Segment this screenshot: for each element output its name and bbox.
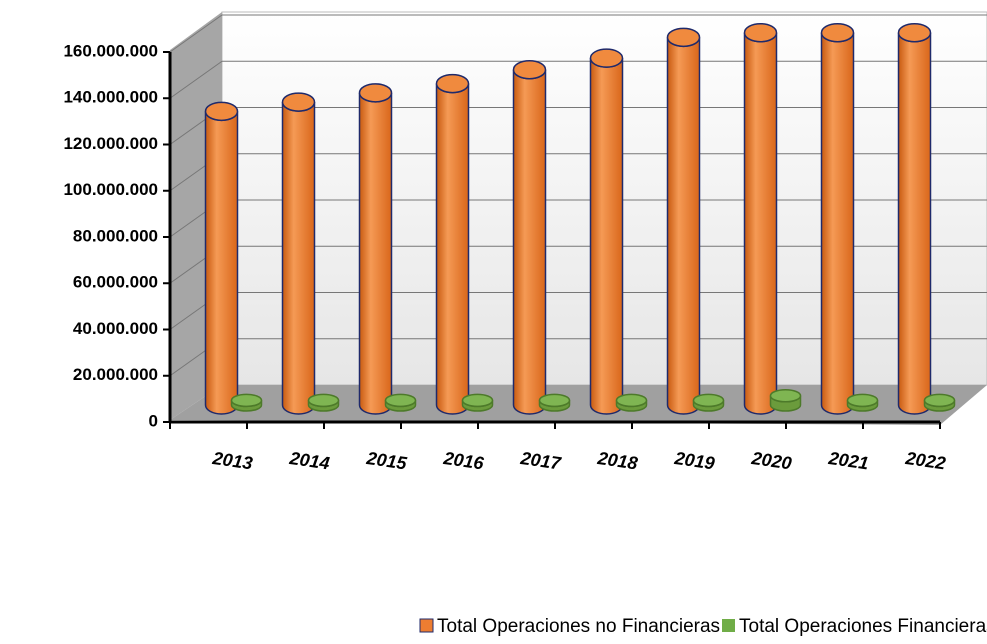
- bar-top: [692, 393, 725, 408]
- grid-line-side: [169, 14, 223, 53]
- x-tick-label: 2018: [595, 448, 638, 474]
- y-tick-label: 40.000.000: [73, 319, 158, 338]
- bar: [743, 32, 778, 415]
- bar-top: [281, 92, 316, 112]
- bar-top: [666, 27, 701, 48]
- bar-top: [307, 393, 340, 408]
- legend-swatch: [722, 619, 735, 632]
- x-tick-label: 2016: [441, 448, 485, 474]
- bar: [820, 32, 855, 415]
- bar-top: [923, 393, 956, 408]
- bar: [897, 32, 932, 415]
- y-tick-label: 0: [149, 411, 158, 430]
- x-tick-label: 2022: [903, 448, 946, 474]
- bar-top: [615, 393, 648, 408]
- bar-top: [204, 101, 239, 122]
- bar-top: [461, 393, 494, 408]
- y-tick-label: 160.000.000: [63, 41, 158, 60]
- bar: [512, 69, 547, 415]
- bar-top: [435, 73, 470, 94]
- bar-top: [512, 59, 547, 80]
- bar-top: [538, 393, 571, 408]
- bar-top: [846, 393, 879, 408]
- x-tick-label: 2014: [287, 448, 330, 474]
- bar: [204, 111, 239, 415]
- y-tick-label: 120.000.000: [63, 134, 158, 153]
- x-tick-label: 2017: [518, 448, 562, 474]
- bar: [281, 101, 316, 415]
- bar-top: [358, 83, 393, 103]
- bar-top: [897, 22, 932, 43]
- x-tick-label: 2020: [749, 448, 792, 474]
- x-tick-label: 2021: [826, 448, 869, 474]
- bar-top: [384, 393, 417, 408]
- y-tick-label: 80.000.000: [73, 226, 158, 245]
- y-tick-label: 60.000.000: [73, 273, 158, 292]
- bar: [358, 92, 393, 415]
- legend-swatch: [419, 618, 434, 633]
- legend-label: Total Operaciones no Financieras: [437, 616, 720, 637]
- y-tick-label: 100.000.000: [63, 180, 158, 199]
- bar-top: [743, 22, 778, 43]
- bar: [589, 58, 624, 415]
- bar: [435, 83, 470, 415]
- bar: [666, 37, 701, 415]
- y-tick-label: 20.000.000: [73, 365, 158, 384]
- bar-top: [769, 389, 802, 403]
- x-tick-label: 2015: [364, 448, 408, 474]
- x-tick-label: 2013: [210, 448, 253, 474]
- bar-top: [230, 393, 263, 408]
- grid-line-side: [169, 60, 223, 99]
- bar-top: [589, 48, 624, 68]
- y-tick-label: 140.000.000: [63, 88, 158, 107]
- bar-top: [820, 22, 855, 43]
- legend-label: Total Operaciones Financieras: [739, 616, 987, 637]
- x-tick-label: 2019: [672, 448, 715, 474]
